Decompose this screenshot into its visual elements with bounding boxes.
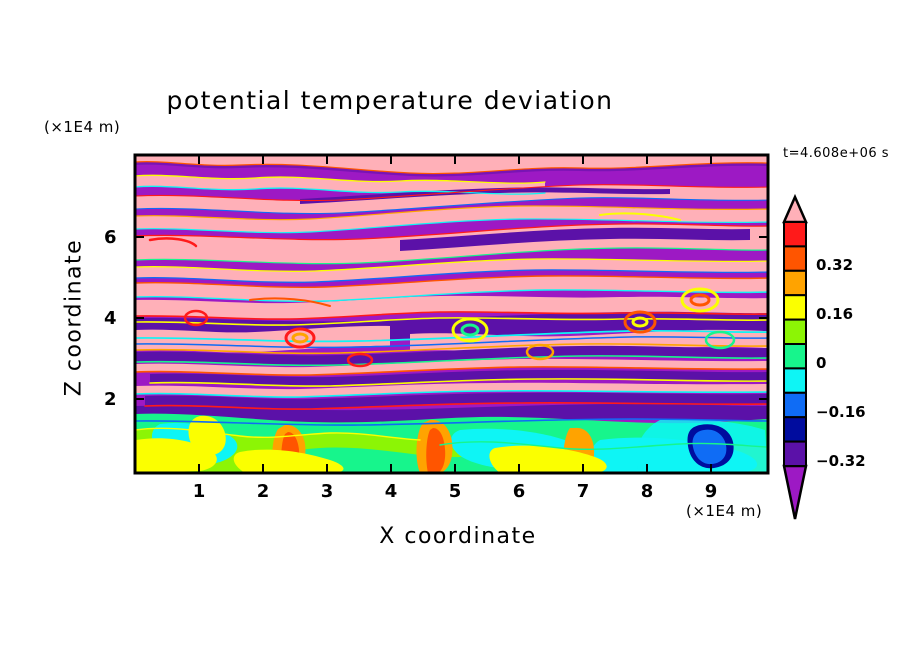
contour-fringes (135, 161, 768, 451)
x-tick-label: 4 (384, 481, 398, 502)
colorbar-tick-label: 0.32 (816, 256, 854, 274)
colorbar-tick-label: 0.16 (816, 305, 854, 323)
colorbar-over-arrow (782, 193, 808, 224)
colorbar-tick-label: 0 (816, 354, 827, 372)
colorbar (782, 193, 808, 520)
timestamp-annotation: t=4.608e+06 s (783, 146, 890, 161)
x-axis-ticks (198, 155, 712, 473)
x-tick-label: 3 (320, 481, 334, 502)
colorbar-bands (783, 221, 807, 468)
x-tick-label: 9 (704, 481, 718, 502)
x-tick-label: 1 (192, 481, 206, 502)
plot-frame (133, 153, 770, 475)
colorbar-under-arrow (782, 464, 808, 520)
colorbar-tick-label: −0.16 (816, 403, 866, 421)
x-tick-label: 2 (256, 481, 270, 502)
x-tick-label: 8 (640, 481, 654, 502)
x-tick-label: 5 (448, 481, 462, 502)
x-axis-units-label: (×1E4 m) (686, 502, 763, 520)
x-axis-title: X coordinate (379, 524, 537, 549)
page-title: potential temperature deviation (166, 86, 614, 115)
x-tick-label: 7 (576, 481, 590, 502)
y-tick-label: 4 (104, 308, 117, 329)
y-tick-label: 6 (104, 227, 117, 248)
contour-field (135, 155, 768, 473)
x-tick-label: 6 (512, 481, 526, 502)
colorbar-tick-label: −0.32 (816, 452, 866, 470)
y-axis-ticks (135, 236, 768, 400)
y-tick-label: 2 (104, 389, 117, 410)
z-axis-units-label: (×1E4 m) (44, 118, 121, 136)
